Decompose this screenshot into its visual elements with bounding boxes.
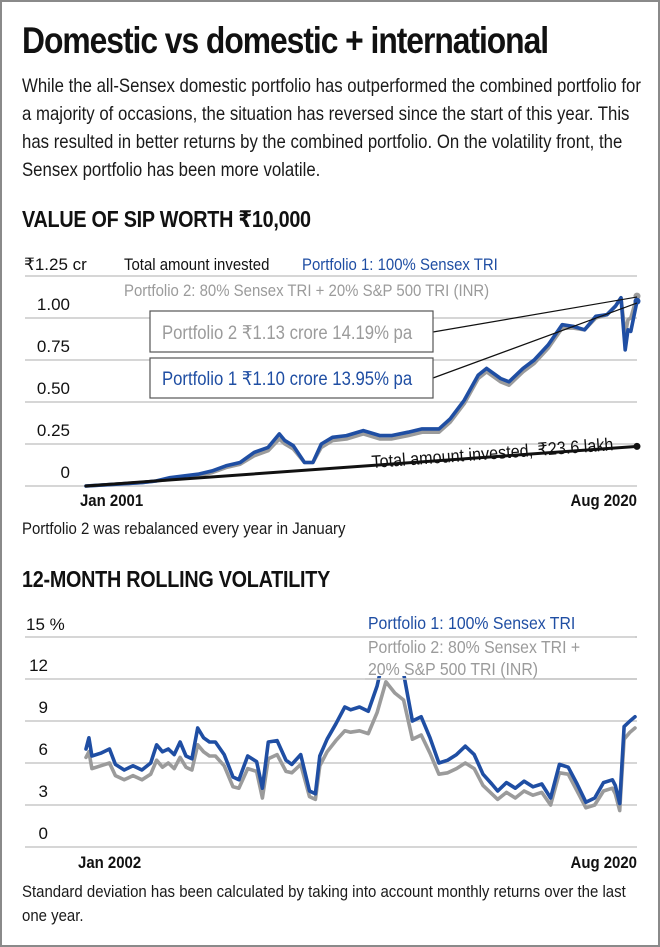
chart2-x-label-start: Jan 2002 [78,854,141,872]
chart2-y-tick-label: 9 [39,698,48,717]
page-title: Domestic vs domestic + international [22,20,549,61]
chart1-line-invested [84,444,639,488]
chart2-footnote: Standard deviation has been calculated b… [22,882,626,925]
chart2-x-label-end: Aug 2020 [571,854,638,872]
intro-paragraph: While the all-Sensex domestic portfolio … [22,75,641,181]
chart2-y-tick-label: 0 [39,824,48,843]
portfolio2-value-box [149,310,434,353]
chart2-line-portfolio1 [84,644,637,806]
chart1-x-label-end: Aug 2020 [571,492,638,510]
portfolio2-value-label: Portfolio 2 ₹1.13 crore 14.19% pa [162,322,412,343]
legend-portfolio2: Portfolio 2: 80% Sensex TRI + 20% S&P 50… [124,282,489,300]
chart1-title: VALUE OF SIP WORTH ₹10,000 [22,206,311,232]
chart2-legend-portfolio2-line2: 20% S&P 500 TRI (INR) [368,659,538,679]
chart1-footnote: Portfolio 2 was rebalanced every year in… [22,519,346,538]
chart2-legend-portfolio2-line1: Portfolio 2: 80% Sensex TRI + [368,637,580,657]
chart2-y-tick-label: 6 [39,740,48,759]
chart1-y-ticks: 0 0.25 0.50 0.75 1.00 [37,295,70,482]
chart2-line-portfolio2 [84,679,637,813]
chart1-series [84,292,641,488]
chart1-line-portfolio1 [84,295,639,488]
legend-portfolio1: Portfolio 1: 100% Sensex TRI [302,256,498,274]
portfolio1-value-label: Portfolio 1 ₹1.10 crore 13.95% pa [162,368,412,389]
portfolio2-callout-line [432,296,638,333]
chart1-endpoint-invested [633,442,641,450]
chart2-y-ticks: 0 3 6 9 12 [29,656,48,843]
chart2-legend-portfolio1: Portfolio 1: 100% Sensex TRI [368,613,575,633]
chart1-y-unit-label: ₹1.25 cr [24,255,87,274]
chart2-y-tick-label: 12 [29,656,48,675]
chart1-y-tick-label: 0.50 [37,379,70,398]
chart2-title: 12-MONTH ROLLING VOLATILITY [22,566,331,592]
chart2-gridlines [25,636,637,848]
chart2-legend-bg [365,610,635,676]
portfolio1-value-box [149,357,434,399]
chart2-y-unit-label: 15 % [26,615,65,634]
chart1-x-label-start: Jan 2001 [80,492,143,510]
chart1-endpoint-portfolio1 [633,297,641,305]
chart1-y-tick-label: 0.25 [37,421,70,440]
chart2-y-tick-label: 3 [39,782,48,801]
chart1-y-tick-label: 0.75 [37,337,70,356]
portfolio1-callout-line [432,302,638,379]
chart1-y-tick-label: 0 [61,463,70,482]
chart2-series [84,644,637,813]
chart1-y-tick-label: 1.00 [37,295,70,314]
legend-invested: Total amount invested [124,256,269,274]
chart1-endpoint-portfolio2 [633,292,641,300]
